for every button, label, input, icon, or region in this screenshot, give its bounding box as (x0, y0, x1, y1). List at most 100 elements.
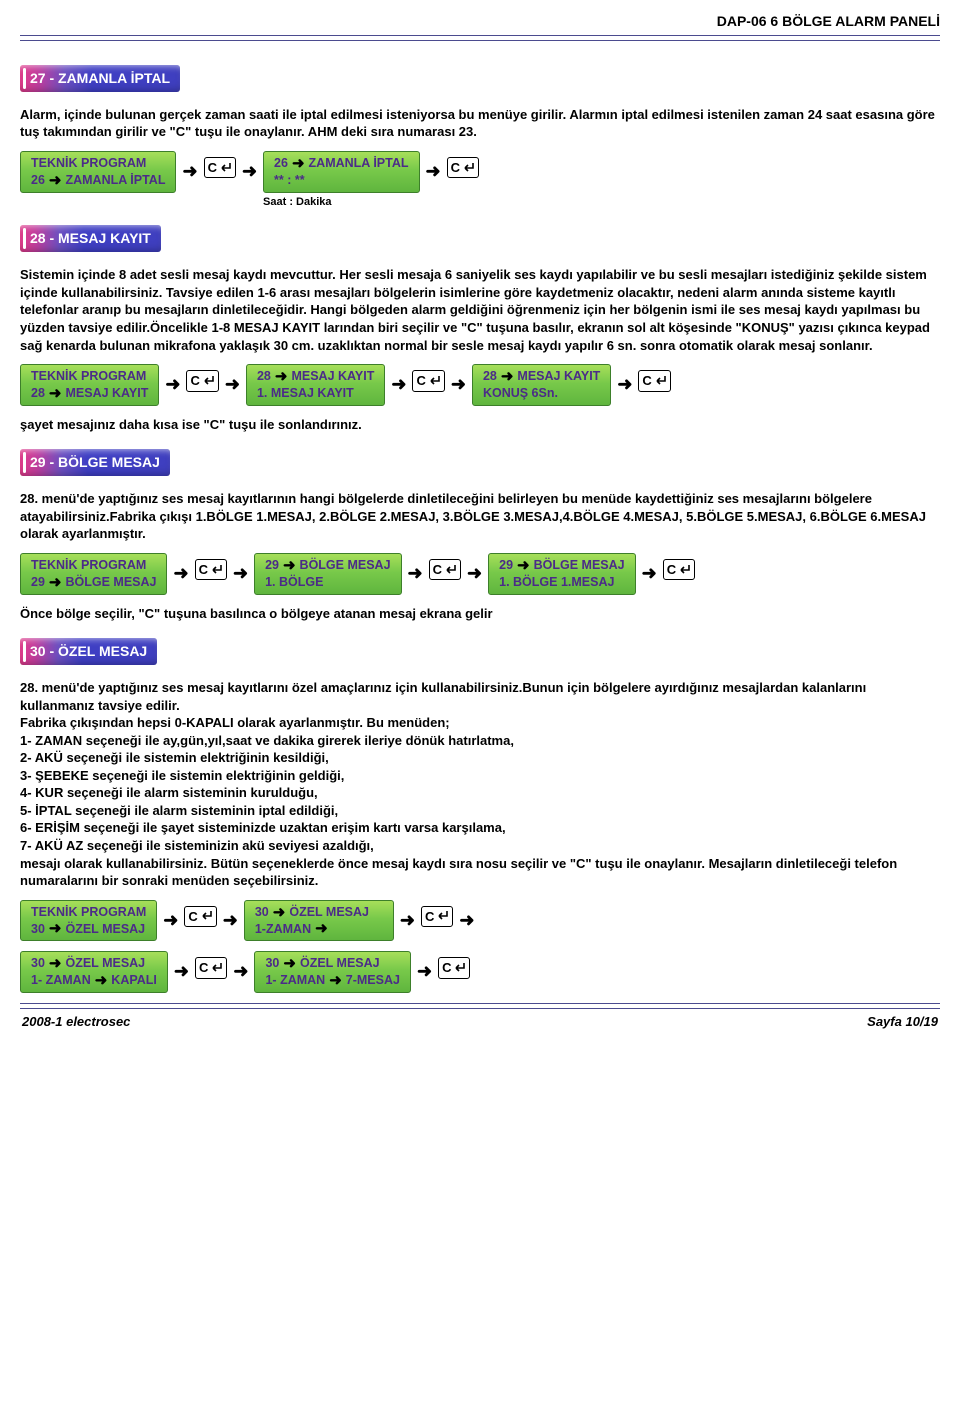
lcd-text: BÖLGE MESAJ (300, 557, 391, 574)
arrow-icon: ➜ (174, 951, 189, 983)
arrow-icon: ➜ (273, 905, 286, 920)
lcd-prefix: 29 (499, 557, 513, 574)
page-footer: 2008-1 electrosec Sayfa 10/19 (20, 1013, 940, 1031)
footer-left: 2008-1 electrosec (22, 1013, 130, 1031)
lcd-text: 7-MESAJ (346, 972, 400, 989)
section-29-body: 28. menü'de yaptığınız ses mesaj kayıtla… (20, 490, 940, 543)
lcd-line: KONUŞ 6Sn. (483, 385, 600, 402)
lcd-text: ÖZEL MESAJ (300, 955, 380, 972)
arrow-icon: ➜ (49, 575, 62, 590)
lcd-text: BÖLGE MESAJ (65, 574, 156, 591)
lcd-text: BÖLGE MESAJ (534, 557, 625, 574)
section-30-flow-row1: TEKNİK PROGRAM 30 ➜ ÖZEL MESAJ ➜ C ➜ 30 … (20, 900, 940, 942)
lcd-line: TEKNİK PROGRAM (31, 557, 156, 574)
arrow-icon: ➜ (242, 151, 257, 183)
c-key-label: C (199, 561, 208, 579)
section-30-title: 30 - ÖZEL MESAJ (20, 638, 157, 665)
c-key-icon: C (186, 370, 218, 392)
arrow-icon: ➜ (391, 364, 406, 396)
lcd-box: TEKNİK PROGRAM 28 ➜ MESAJ KAYIT (20, 364, 159, 406)
lcd-text: ÖZEL MESAJ (289, 904, 369, 921)
arrow-icon: ➜ (459, 900, 474, 932)
arrow-icon: ➜ (163, 900, 178, 932)
arrow-icon: ➜ (467, 553, 482, 585)
c-key-icon: C (195, 559, 227, 581)
c-key-icon: C (438, 957, 470, 979)
c-key-label: C (208, 159, 217, 177)
section-30-flow-row2: 30 ➜ ÖZEL MESAJ 1- ZAMAN ➜ KAPALI ➜ C ➜ … (20, 951, 940, 993)
arrow-icon: ➜ (329, 973, 342, 988)
arrow-icon: ➜ (642, 553, 657, 585)
c-key-label: C (433, 561, 442, 579)
lcd-box: 28 ➜ MESAJ KAYIT 1. MESAJ KAYIT (246, 364, 385, 406)
lcd-text: MESAJ KAYIT (291, 368, 374, 385)
lcd-prefix: 28 (257, 368, 271, 385)
lcd-text: 1- ZAMAN (31, 972, 91, 989)
arrow-icon: ➜ (283, 956, 296, 971)
arrow-icon: ➜ (292, 156, 305, 171)
arrow-icon: ➜ (617, 364, 632, 396)
lcd-prefix: 26 (274, 155, 288, 172)
lcd-box: 30 ➜ ÖZEL MESAJ 1-ZAMAN ➜ (244, 900, 394, 942)
lcd-box: 28 ➜ MESAJ KAYIT KONUŞ 6Sn. (472, 364, 611, 406)
lcd-prefix: 30 (265, 955, 279, 972)
arrow-icon: ➜ (95, 973, 108, 988)
arrow-icon: ➜ (315, 921, 328, 936)
section-29-note: Önce bölge seçilir, "C" tuşuna basılınca… (20, 605, 940, 623)
section-30-body: 28. menü'de yaptığınız ses mesaj kayıtla… (20, 679, 940, 890)
c-key-label: C (425, 908, 434, 926)
section-27-flow: TEKNİK PROGRAM 26 ➜ ZAMANLA İPTAL ➜ C ➜ … (20, 151, 940, 210)
lcd-line: 1-ZAMAN (255, 921, 311, 938)
lcd-box: 29 ➜ BÖLGE MESAJ 1. BÖLGE (254, 553, 401, 595)
section-28-title: 28 - MESAJ KAYIT (20, 225, 161, 252)
lcd-line: ** : ** (274, 172, 408, 189)
lcd-line: 1. BÖLGE 1.MESAJ (499, 574, 624, 591)
c-key-icon: C (663, 559, 695, 581)
c-key-icon: C (638, 370, 670, 392)
c-key-label: C (667, 561, 676, 579)
c-key-icon: C (195, 957, 227, 979)
lcd-box: 30 ➜ ÖZEL MESAJ 1- ZAMAN ➜ KAPALI (20, 951, 168, 993)
lcd-line: 1. BÖLGE (265, 574, 390, 591)
lcd-text: ZAMANLA İPTAL (65, 172, 165, 189)
section-28-note: şayet mesajınız daha kısa ise "C" tuşu i… (20, 416, 940, 434)
c-key-label: C (416, 372, 425, 390)
lcd-prefix: 30 (31, 921, 45, 938)
lcd-text: MESAJ KAYIT (65, 385, 148, 402)
lcd-text: ÖZEL MESAJ (65, 955, 145, 972)
arrow-icon: ➜ (275, 369, 288, 384)
arrow-icon: ➜ (49, 173, 62, 188)
c-key-icon: C (447, 157, 479, 179)
lcd-box: 26 ➜ ZAMANLA İPTAL ** : ** (263, 151, 419, 193)
arrow-icon: ➜ (233, 951, 248, 983)
arrow-icon: ➜ (283, 558, 296, 573)
lcd-box: 30 ➜ ÖZEL MESAJ 1- ZAMAN ➜ 7-MESAJ (254, 951, 410, 993)
section-29-flow: TEKNİK PROGRAM 29 ➜ BÖLGE MESAJ ➜ C ➜ 29… (20, 553, 940, 595)
lcd-prefix: 30 (31, 955, 45, 972)
arrow-icon: ➜ (173, 553, 188, 585)
c-key-label: C (188, 908, 197, 926)
arrow-icon: ➜ (501, 369, 514, 384)
lcd-text: ÖZEL MESAJ (65, 921, 145, 938)
arrow-icon: ➜ (517, 558, 530, 573)
arrow-icon: ➜ (165, 364, 180, 396)
footer-right: Sayfa 10/19 (867, 1013, 938, 1031)
lcd-box: TEKNİK PROGRAM 30 ➜ ÖZEL MESAJ (20, 900, 157, 942)
c-key-label: C (190, 372, 199, 390)
c-key-icon: C (412, 370, 444, 392)
lcd-prefix: 28 (483, 368, 497, 385)
page-header: DAP-06 6 BÖLGE ALARM PANELİ (20, 12, 940, 31)
arrow-icon: ➜ (233, 553, 248, 585)
lcd-prefix: 28 (31, 385, 45, 402)
lcd-text: 1- ZAMAN (265, 972, 325, 989)
lcd-line: TEKNİK PROGRAM (31, 155, 165, 172)
arrow-icon: ➜ (417, 951, 432, 983)
arrow-icon: ➜ (49, 386, 62, 401)
arrow-icon: ➜ (400, 900, 415, 932)
c-key-label: C (642, 372, 651, 390)
lcd-box: TEKNİK PROGRAM 26 ➜ ZAMANLA İPTAL (20, 151, 176, 193)
lcd-prefix: 26 (31, 172, 45, 189)
arrow-icon: ➜ (225, 364, 240, 396)
c-key-label: C (442, 959, 451, 977)
lcd-text: ZAMANLA İPTAL (309, 155, 409, 172)
